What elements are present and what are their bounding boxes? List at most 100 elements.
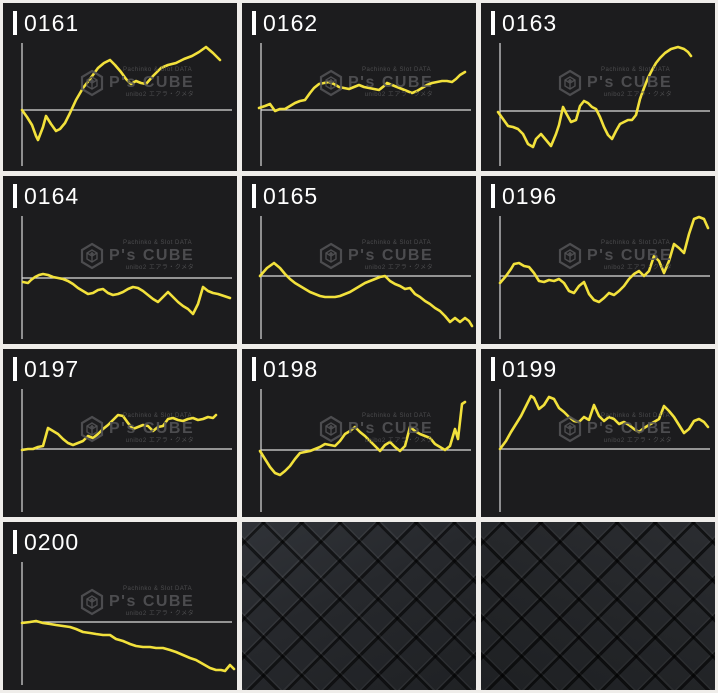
watermark-subtitle: Pachinko & Slot DATA [123, 240, 193, 246]
watermark-brand: P's CUBE [109, 419, 195, 437]
machine-cell-0196: Pachinko & Slot DATA P's CUBE unibo2 エアラ… [481, 176, 715, 344]
machine-number: 0198 [263, 355, 319, 382]
payout-line-chart [496, 43, 710, 166]
watermark-text-block: Pachinko & Slot DATA P's CUBE unibo2 エアラ… [109, 240, 194, 272]
watermark-brand: P's CUBE [587, 73, 673, 91]
watermark: Pachinko & Slot DATA P's CUBE unibo2 エアラ… [318, 240, 433, 272]
machine-number-label: 0165 [252, 184, 318, 208]
watermark: Pachinko & Slot DATA P's CUBE unibo2 エアラ… [557, 67, 672, 99]
label-accent-bar [491, 11, 495, 35]
watermark-brand: P's CUBE [587, 246, 673, 264]
watermark-subtitle: Pachinko & Slot DATA [601, 67, 671, 73]
payout-series-line [20, 413, 218, 452]
watermark-caption: unibo2 エアラ・クメタ [125, 438, 195, 445]
machine-number-label: 0161 [13, 11, 79, 35]
watermark-brand: P's CUBE [109, 246, 195, 264]
machine-number-label: 0196 [491, 184, 557, 208]
label-accent-bar [13, 184, 17, 208]
machine-number: 0165 [263, 182, 319, 209]
watermark-brand: P's CUBE [587, 419, 673, 437]
machine-number: 0196 [502, 182, 558, 209]
payout-series-line [21, 272, 232, 316]
machine-number: 0197 [24, 355, 80, 382]
ps-cube-logo-icon [558, 415, 582, 443]
machine-number: 0161 [24, 9, 80, 36]
ps-cube-logo-icon [80, 588, 104, 616]
machine-number: 0199 [502, 355, 558, 382]
machine-cell-0161: Pachinko & Slot DATA P's CUBE unibo2 エアラ… [3, 3, 237, 171]
watermark: Pachinko & Slot DATA P's CUBE unibo2 エアラ… [79, 240, 194, 272]
machine-number-label: 0162 [252, 11, 318, 35]
watermark-caption: unibo2 エアラ・クメタ [125, 92, 195, 99]
payout-line-chart [498, 389, 710, 512]
machine-cell-0165: Pachinko & Slot DATA P's CUBE unibo2 エアラ… [242, 176, 476, 344]
watermark-text-block: Pachinko & Slot DATA P's CUBE unibo2 エアラ… [587, 67, 672, 99]
watermark-text-block: Pachinko & Slot DATA P's CUBE unibo2 エアラ… [348, 240, 433, 272]
payout-line-chart [258, 216, 474, 339]
watermark: Pachinko & Slot DATA P's CUBE unibo2 エアラ… [318, 413, 433, 445]
machine-number-label: 0199 [491, 357, 557, 381]
watermark-subtitle: Pachinko & Slot DATA [123, 586, 193, 592]
machine-cell-0163: Pachinko & Slot DATA P's CUBE unibo2 エアラ… [481, 3, 715, 171]
watermark-caption: unibo2 エアラ・クメタ [364, 265, 434, 272]
ps-cube-logo-icon [80, 415, 104, 443]
watermark-subtitle: Pachinko & Slot DATA [362, 67, 432, 73]
watermark-text-block: Pachinko & Slot DATA P's CUBE unibo2 エアラ… [348, 413, 433, 445]
machine-number-label: 0198 [252, 357, 318, 381]
label-accent-bar [252, 184, 256, 208]
machine-cell-0200: Pachinko & Slot DATA P's CUBE unibo2 エアラ… [3, 522, 237, 690]
watermark-subtitle: Pachinko & Slot DATA [601, 413, 671, 419]
payout-series-line [258, 400, 467, 477]
payout-line-chart [257, 43, 471, 166]
watermark: Pachinko & Slot DATA P's CUBE unibo2 エアラ… [79, 586, 194, 618]
watermark-brand: P's CUBE [348, 73, 434, 91]
label-accent-bar [252, 357, 256, 381]
payout-series-line [258, 261, 474, 328]
payout-line-chart [21, 216, 232, 339]
machine-number: 0200 [24, 528, 80, 555]
label-accent-bar [491, 357, 495, 381]
payout-series-line [20, 45, 222, 142]
payout-line-chart [498, 215, 710, 339]
watermark-caption: unibo2 エアラ・クメタ [364, 92, 434, 99]
watermark-caption: unibo2 エアラ・クメタ [603, 265, 673, 272]
ps-cube-logo-icon [319, 415, 343, 443]
watermark-text-block: Pachinko & Slot DATA P's CUBE unibo2 エアラ… [587, 413, 672, 445]
watermark: Pachinko & Slot DATA P's CUBE unibo2 エアラ… [79, 413, 194, 445]
watermark-text-block: Pachinko & Slot DATA P's CUBE unibo2 エアラ… [109, 586, 194, 618]
ps-cube-logo-icon [319, 69, 343, 97]
watermark-caption: unibo2 エアラ・クメタ [364, 438, 434, 445]
machine-cell-0199: Pachinko & Slot DATA P's CUBE unibo2 エアラ… [481, 349, 715, 517]
payout-line-chart [20, 389, 232, 512]
label-accent-bar [252, 11, 256, 35]
watermark-brand: P's CUBE [348, 419, 434, 437]
machine-number: 0163 [502, 9, 558, 36]
watermark-text-block: Pachinko & Slot DATA P's CUBE unibo2 エアラ… [348, 67, 433, 99]
watermark: Pachinko & Slot DATA P's CUBE unibo2 エアラ… [557, 413, 672, 445]
watermark: Pachinko & Slot DATA P's CUBE unibo2 エアラ… [557, 240, 672, 272]
label-accent-bar [13, 357, 17, 381]
watermark-brand: P's CUBE [109, 592, 195, 610]
machine-cell-0162: Pachinko & Slot DATA P's CUBE unibo2 エアラ… [242, 3, 476, 171]
payout-line-chart [20, 562, 236, 685]
ps-cube-logo-icon [80, 242, 104, 270]
watermark-caption: unibo2 エアラ・クメタ [125, 611, 195, 618]
watermark: Pachinko & Slot DATA P's CUBE unibo2 エアラ… [318, 67, 433, 99]
payout-series-line [498, 215, 710, 304]
ps-cube-logo-icon [558, 242, 582, 270]
quilt-pattern-cell [481, 522, 715, 690]
label-accent-bar [491, 184, 495, 208]
machine-cell-0198: Pachinko & Slot DATA P's CUBE unibo2 エアラ… [242, 349, 476, 517]
watermark-subtitle: Pachinko & Slot DATA [601, 240, 671, 246]
label-accent-bar [13, 11, 17, 35]
payout-series-line [496, 45, 693, 149]
payout-series-line [20, 619, 236, 673]
watermark-subtitle: Pachinko & Slot DATA [362, 240, 432, 246]
machine-number-label: 0163 [491, 11, 557, 35]
watermark: Pachinko & Slot DATA P's CUBE unibo2 エアラ… [79, 67, 194, 99]
payout-series-line [498, 394, 710, 451]
watermark-brand: P's CUBE [109, 73, 195, 91]
machine-number: 0162 [263, 9, 319, 36]
payout-line-chart [258, 389, 471, 512]
